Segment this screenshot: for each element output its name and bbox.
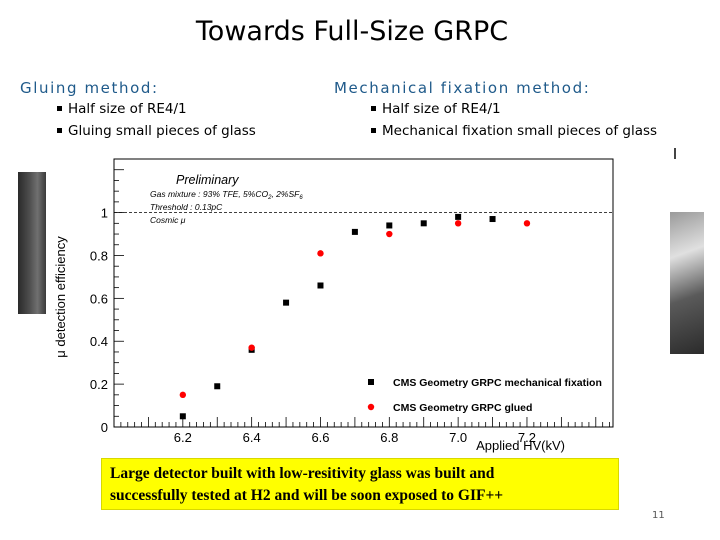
gluing-detector-photo <box>18 172 46 314</box>
summary-note: Large detector built with low-resitivity… <box>101 458 619 510</box>
legend-marker <box>368 379 374 385</box>
legend-entry: CMS Geometry GRPC mechanical fixation <box>393 377 602 389</box>
square-bullet-icon <box>371 127 376 133</box>
data-point-glued <box>179 391 187 399</box>
data-point-glued <box>386 230 393 238</box>
mechanical-fixation-heading: Mechanical fixation method: <box>334 79 591 97</box>
data-point-mechanical <box>283 299 290 306</box>
chart-background <box>50 154 616 454</box>
text-cursor-mark <box>674 148 676 159</box>
right-bullet: Half size of RE4/1 <box>371 101 501 117</box>
slide-number: 11 <box>652 510 665 521</box>
x-axis-label: Applied HV(kV) <box>476 438 565 453</box>
data-point-glued <box>454 220 462 227</box>
x-tick-label: 6.8 <box>380 430 398 445</box>
preliminary-label: Preliminary <box>176 173 239 187</box>
data-point-mechanical <box>386 222 393 229</box>
data-point-mechanical <box>455 213 462 220</box>
slide-title: Towards Full-Size GRPC <box>195 16 509 47</box>
x-tick-label: 6.2 <box>174 430 192 445</box>
y-tick-label: 0.6 <box>90 291 108 306</box>
right-bullet-text: Half size of RE4/1 <box>382 101 501 117</box>
data-point-mechanical <box>489 216 496 223</box>
x-tick-label: 6.4 <box>243 430 261 445</box>
y-tick-label: 0.4 <box>90 334 108 349</box>
mechanical-detector-photo <box>670 212 704 354</box>
efficiency-chart: 0 0.2 0.4 0.6 0.8 1 6.2 6.4 6.6 6.8 7.0 7.2 CMS Geom… <box>50 154 616 454</box>
left-bullet-text: Half size of RE4/1 <box>68 101 187 117</box>
plot-frame <box>113 158 614 428</box>
cosmic-label: Cosmic μ <box>150 215 186 225</box>
data-point-mechanical <box>214 383 221 390</box>
data-point-glued <box>317 250 324 257</box>
data-point-mechanical <box>179 413 186 420</box>
right-bullet: Mechanical fixation small pieces of glas… <box>371 123 657 139</box>
x-tick-label: 7.0 <box>449 430 467 445</box>
data-point-mechanical <box>317 282 324 289</box>
data-point-mechanical <box>420 220 427 227</box>
x-tick-label: 6.6 <box>311 430 329 445</box>
square-bullet-icon <box>57 105 62 111</box>
data-point-glued <box>248 344 255 351</box>
x-tick-label: 7.2 <box>518 430 536 445</box>
y-tick-label: 0.2 <box>90 377 108 392</box>
gas-mixture-label: Gas mixture : 93% TFE, 5%CO2, 2%SF6 <box>150 189 303 201</box>
left-bullet: Half size of RE4/1 <box>57 101 187 117</box>
y-tick-label: 0 <box>101 420 108 435</box>
note-line: successfully tested at H2 and will be so… <box>110 487 504 504</box>
data-point-glued <box>523 220 531 227</box>
y-axis-label: μ detection efficiency <box>53 236 68 358</box>
square-bullet-icon <box>57 127 62 133</box>
threshold-label: Threshold : 0.13pC <box>150 202 223 212</box>
y-tick-label: 0.8 <box>90 248 108 263</box>
left-bullet-text: Gluing small pieces of glass <box>68 123 256 139</box>
note-line: Large detector built with low-resitivity… <box>110 465 495 482</box>
legend-entry: CMS Geometry GRPC glued <box>393 402 532 414</box>
gluing-method-heading: Gluing method: <box>20 79 159 97</box>
right-bullet-text: Mechanical fixation small pieces of glas… <box>382 123 658 139</box>
y-tick-label: 1 <box>101 206 108 221</box>
legend-marker <box>367 403 375 411</box>
data-point-mechanical <box>351 228 358 235</box>
square-bullet-icon <box>371 105 376 111</box>
left-bullet: Gluing small pieces of glass <box>57 123 256 139</box>
